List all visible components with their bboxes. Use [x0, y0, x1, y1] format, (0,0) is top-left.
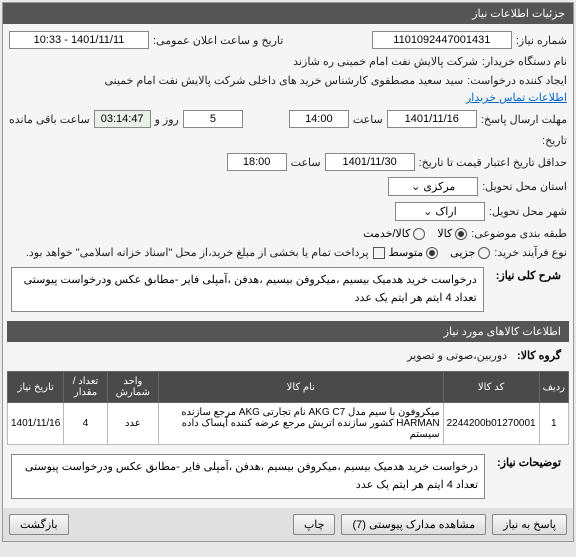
row-purchase-type: نوع فرآیند خرید: جزیی متوسط پرداخت تمام …	[7, 243, 569, 262]
th-row: ردیف	[539, 372, 568, 403]
row-main-desc: شرح کلی نیاز: درخواست خرید هدمیک بیسیم ،…	[7, 262, 569, 317]
goods-group-value: دوربین،صوتی و تصویر	[407, 349, 507, 362]
chevron-down-icon: ⌄	[411, 181, 420, 193]
row-location-type: طبقه بندی موضوعی: کالا کالا/خدمت	[7, 224, 569, 243]
province-select[interactable]: مرکزی ⌄	[388, 177, 478, 196]
cell-date: 1401/11/16	[8, 403, 64, 445]
payment-checkbox[interactable]	[373, 247, 385, 259]
contact-link[interactable]: اطلاعات تماس خریدار	[466, 91, 567, 104]
validity-date: 1401/11/30	[325, 153, 415, 171]
time-remaining: 03:14:47	[94, 110, 151, 128]
row-province: استان محل تحویل: مرکزی ⌄	[7, 174, 569, 199]
row-to-date: تاریخ:	[7, 131, 569, 150]
attachments-button[interactable]: مشاهده مدارک پیوستی (7)	[341, 514, 486, 535]
validity-time: 18:00	[227, 153, 287, 171]
hour-label-1: ساعت	[353, 113, 383, 126]
notes-label: توضیحات نیاز:	[491, 452, 567, 473]
th-code: کد کالا	[443, 372, 539, 403]
radio-icon	[455, 228, 467, 240]
radio-service[interactable]: کالا/خدمت	[363, 227, 425, 240]
location-type-group: کالا کالا/خدمت	[363, 227, 467, 240]
to-label: تاریخ:	[542, 134, 567, 147]
row-deadline: مهلت ارسال پاسخ: 1401/11/16 ساعت 14:00 5…	[7, 107, 569, 131]
days-remaining: 5	[183, 110, 243, 128]
row-city: شهر محل تحویل: اراک ⌄	[7, 199, 569, 224]
buyer-org-value: شرکت پالایش نفت امام خمینی ره شازند	[293, 55, 478, 68]
city-select[interactable]: اراک ⌄	[395, 202, 485, 221]
radio-icon	[478, 247, 490, 259]
location-type-label: طبقه بندی موضوعی:	[471, 227, 567, 240]
announce-label: تاریخ و ساعت اعلان عمومی:	[153, 34, 283, 47]
main-desc-value: درخواست خرید هدمیک بیسیم ،میکروفن بیسیم …	[11, 267, 484, 312]
th-date: تاریخ نیاز	[8, 372, 64, 403]
button-bar: پاسخ به نیاز مشاهده مدارک پیوستی (7) چاپ…	[3, 508, 573, 541]
province-label: استان محل تحویل:	[482, 180, 567, 193]
main-desc-label: شرح کلی نیاز:	[490, 265, 567, 286]
purchase-type-group: جزیی متوسط	[389, 246, 491, 259]
cell-qty: 4	[64, 403, 107, 445]
main-panel: جزئیات اطلاعات نیاز شماره نیاز: 11010924…	[2, 2, 574, 542]
radio-medium-label: متوسط	[389, 246, 424, 259]
requester-value: سید سعید مصطفوی کارشناس خرید های داخلی ش…	[104, 74, 463, 87]
validity-label: حداقل تاریخ اعتبار قیمت تا تاریخ:	[419, 156, 567, 169]
chevron-down-icon: ⌄	[423, 206, 432, 218]
remaining-label: ساعت باقی مانده	[9, 113, 90, 126]
requester-label: ایجاد کننده درخواست:	[467, 74, 567, 87]
radio-goods[interactable]: کالا	[437, 227, 467, 240]
goods-table: ردیف کد کالا نام کالا واحد شمارش تعداد /…	[7, 371, 569, 445]
th-qty: تعداد / مقدار	[64, 372, 107, 403]
deadline-date: 1401/11/16	[387, 110, 477, 128]
reply-button[interactable]: پاسخ به نیاز	[492, 514, 567, 535]
radio-small[interactable]: جزیی	[450, 246, 490, 259]
hour-label-2: ساعت	[291, 156, 321, 169]
cell-row: 1	[539, 403, 568, 445]
radio-goods-label: کالا	[437, 227, 452, 240]
city-label: شهر محل تحویل:	[489, 205, 567, 218]
notes-value: درخواست خرید هدمیک بیسیم ،میکروفن بیسیم …	[11, 454, 485, 499]
back-button[interactable]: بازگشت	[9, 514, 69, 535]
row-validity: حداقل تاریخ اعتبار قیمت تا تاریخ: 1401/1…	[7, 150, 569, 174]
day-label: روز و	[155, 113, 179, 126]
th-unit: واحد شمارش	[107, 372, 158, 403]
cell-unit: عدد	[107, 403, 158, 445]
radio-service-label: کالا/خدمت	[363, 227, 410, 240]
table-row: 1 2244200b01270001 میکروفون با سیم مدل A…	[8, 403, 569, 445]
buyer-org-label: نام دستگاه خریدار:	[482, 55, 567, 68]
row-requester: ایجاد کننده درخواست: سید سعید مصطفوی کار…	[7, 71, 569, 107]
row-buyer-org: نام دستگاه خریدار: شرکت پالایش نفت امام …	[7, 52, 569, 71]
goods-section-header: اطلاعات کالاهای مورد نیاز	[7, 321, 569, 342]
announce-value: 1401/11/11 - 10:33	[9, 31, 149, 49]
panel-body: شماره نیاز: 1101092447001431 تاریخ و ساع…	[3, 24, 573, 508]
table-header-row: ردیف کد کالا نام کالا واحد شمارش تعداد /…	[8, 372, 569, 403]
radio-small-label: جزیی	[450, 246, 475, 259]
row-notes: توضیحات نیاز: درخواست خرید هدمیک بیسیم ،…	[7, 449, 569, 504]
payment-note: پرداخت تمام یا بخشی از مبلغ خرید،از محل …	[26, 246, 369, 259]
need-number-label: شماره نیاز:	[516, 34, 567, 47]
deadline-time: 14:00	[289, 110, 349, 128]
cell-name: میکروفون با سیم مدل AKG C7 نام تجارتی AK…	[159, 403, 444, 445]
purchase-type-label: نوع فرآیند خرید:	[494, 246, 567, 259]
cell-code: 2244200b01270001	[443, 403, 539, 445]
need-number-value: 1101092447001431	[372, 31, 512, 49]
row-need-number: شماره نیاز: 1101092447001431 تاریخ و ساع…	[7, 28, 569, 52]
radio-icon	[426, 247, 438, 259]
deadline-label: مهلت ارسال پاسخ:	[481, 113, 567, 126]
print-button[interactable]: چاپ	[293, 514, 336, 535]
row-goods-group: گروه کالا: دوربین،صوتی و تصویر	[7, 342, 569, 369]
radio-icon	[413, 228, 425, 240]
th-name: نام کالا	[159, 372, 444, 403]
goods-group-label: گروه کالا:	[511, 345, 567, 366]
radio-medium[interactable]: متوسط	[389, 246, 439, 259]
panel-title: جزئیات اطلاعات نیاز	[3, 3, 573, 24]
